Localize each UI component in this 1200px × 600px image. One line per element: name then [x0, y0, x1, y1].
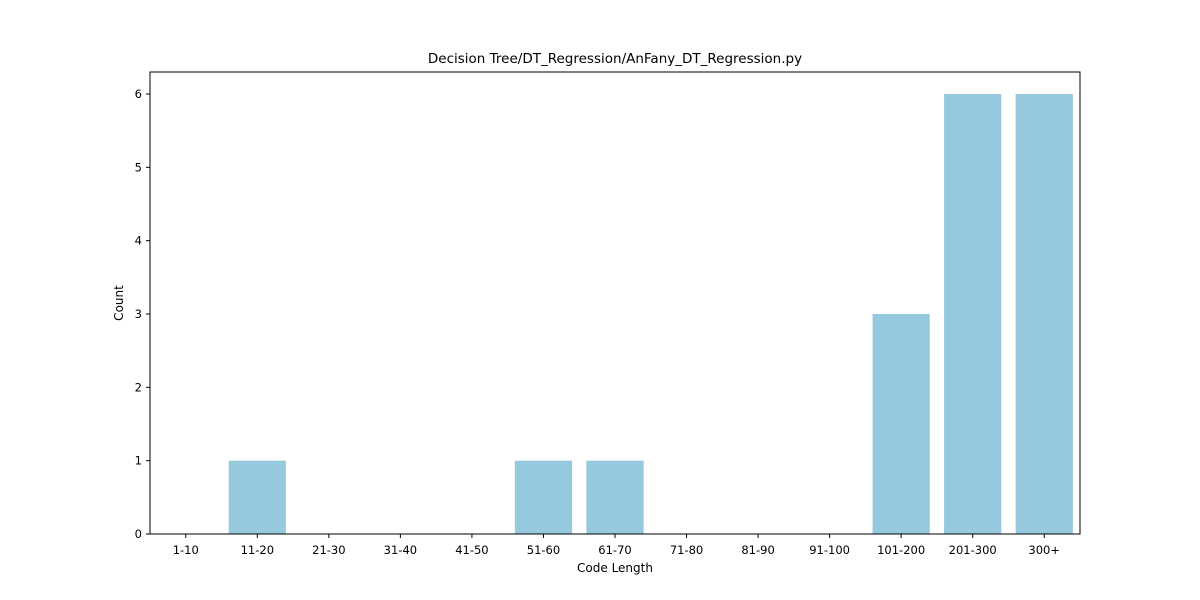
chart-title: Decision Tree/DT_Regression/AnFany_DT_Re… [428, 51, 802, 67]
bar-101-200 [872, 314, 930, 534]
y-tick-label: 0 [135, 527, 142, 541]
y-tick-label: 6 [135, 87, 142, 101]
y-axis-label: Count [112, 285, 126, 321]
x-tick-label: 71-80 [670, 543, 703, 557]
plot-frame [149, 71, 1081, 535]
y-tick-label: 4 [135, 234, 142, 248]
y-tick-label: 1 [135, 454, 142, 468]
x-tick-label: 1-10 [173, 543, 199, 557]
bar-61-70 [586, 460, 644, 534]
x-tick-label: 11-20 [241, 543, 274, 557]
x-tick-label: 201-300 [949, 543, 997, 557]
x-tick-label: 31-40 [384, 543, 417, 557]
y-tick-label: 2 [135, 380, 142, 394]
bar-300+ [1015, 94, 1073, 534]
y-axis-ticks: 0 1 2 3 4 5 6 [135, 87, 150, 541]
x-tick-label: 51-60 [527, 543, 560, 557]
bar-11-20 [228, 460, 286, 534]
x-tick-label: 101-200 [877, 543, 925, 557]
x-axis-label: Code Length [577, 561, 653, 575]
x-axis-ticks: 1-10 11-20 21-30 31-40 41-50 51-60 61-70 71-80 8… [173, 534, 1060, 557]
x-tick-label: 21-30 [312, 543, 345, 557]
y-tick-label: 3 [135, 307, 142, 321]
bar-201-300 [944, 94, 1002, 534]
bars-layer [228, 94, 1073, 534]
x-tick-label: 41-50 [455, 543, 488, 557]
bar-51-60 [514, 460, 573, 534]
x-tick-label: 91-100 [809, 543, 850, 557]
x-tick-label: 61-70 [598, 543, 631, 557]
x-tick-label: 300+ [1028, 543, 1060, 557]
x-tick-label: 81-90 [741, 543, 774, 557]
y-tick-label: 5 [135, 160, 142, 174]
